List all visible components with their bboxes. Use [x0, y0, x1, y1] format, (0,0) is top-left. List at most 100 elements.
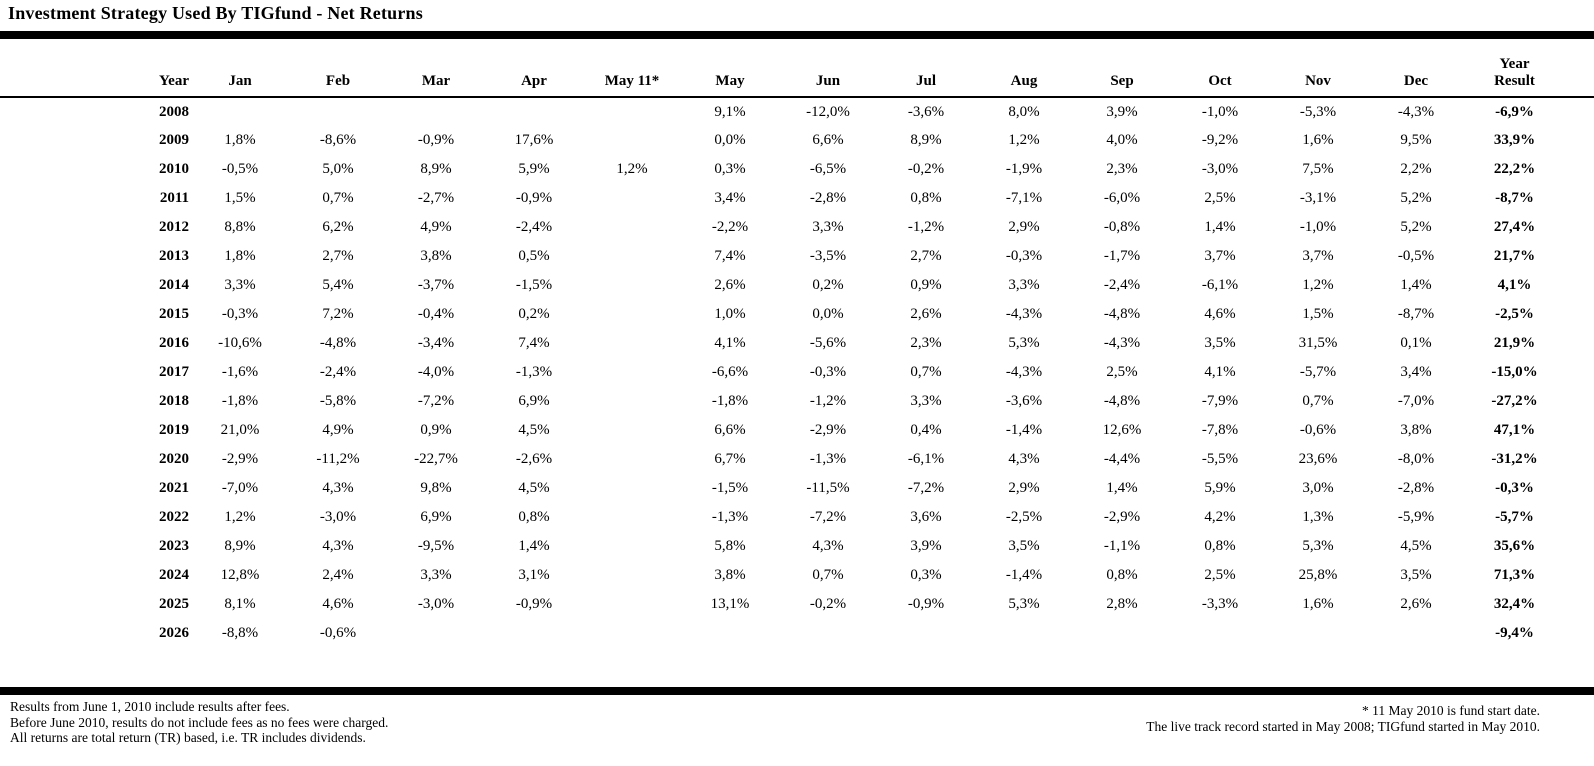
- value-cell: 1,2%: [616, 161, 648, 177]
- value-cell: -0,5%: [221, 161, 259, 177]
- value-cell: [485, 97, 583, 126]
- value-cell: -8,6%: [319, 132, 357, 148]
- result-cell: 32,4%: [1493, 596, 1536, 612]
- value-cell: [583, 126, 681, 155]
- result-cell: -5,7%: [1495, 509, 1534, 525]
- column-header-month: May: [715, 73, 745, 89]
- value-cell: 6,9%: [420, 509, 452, 525]
- value-cell: -9,2%: [1201, 132, 1239, 148]
- value-cell: -6,6%: [711, 364, 749, 380]
- value-cell: -2,4%: [1103, 277, 1141, 293]
- value-cell: 4,0%: [1106, 132, 1138, 148]
- row-spacer: [0, 271, 113, 300]
- value-cell: [289, 97, 387, 126]
- table-row: 2011 1,5% 0,7% -2,7% -0,9% 3,4% -2,8% 0,8% -7,1%…: [0, 184, 1594, 213]
- row-spacer: [0, 97, 113, 126]
- value-cell: [583, 358, 681, 387]
- value-cell: 3,5%: [1204, 335, 1236, 351]
- value-cell: 2,6%: [910, 306, 942, 322]
- value-cell: 1,2%: [1302, 277, 1334, 293]
- value-cell: 4,6%: [322, 596, 354, 612]
- value-cell: 4,9%: [322, 422, 354, 438]
- year-cell: 2021: [159, 480, 189, 496]
- value-cell: -8,0%: [1397, 451, 1435, 467]
- year-cell: 2016: [159, 335, 189, 351]
- value-cell: 3,4%: [714, 190, 746, 206]
- value-cell: -1,3%: [711, 509, 749, 525]
- value-cell: [387, 619, 485, 648]
- table-row: 2019 21,0% 4,9% 0,9% 4,5% 6,6% -2,9% 0,4% -1,4% 1…: [0, 416, 1594, 445]
- value-cell: -1,3%: [809, 451, 847, 467]
- row-spacer: [0, 300, 113, 329]
- year-cell: 2026: [159, 625, 189, 641]
- year-cell: 2012: [159, 219, 189, 235]
- value-cell: [583, 242, 681, 271]
- value-cell: -3,5%: [809, 248, 847, 264]
- year-result-header-line1: Year: [1499, 56, 1530, 72]
- value-cell: -0,3%: [809, 364, 847, 380]
- column-header-month: Mar: [421, 73, 451, 89]
- value-cell: 3,3%: [1008, 277, 1040, 293]
- value-cell: 3,9%: [1106, 103, 1138, 120]
- value-cell: -1,9%: [1005, 161, 1043, 177]
- value-cell: 3,0%: [1302, 480, 1334, 496]
- footnote-fees-after: Results from June 1, 2010 include result…: [10, 699, 290, 714]
- value-cell: 4,3%: [812, 538, 844, 554]
- value-cell: 2,8%: [1106, 596, 1138, 612]
- value-cell: 0,2%: [518, 306, 550, 322]
- column-header-month: Dec: [1403, 73, 1429, 89]
- value-cell: 5,4%: [322, 277, 354, 293]
- value-cell: 3,8%: [1400, 422, 1432, 438]
- value-cell: -4,3%: [1005, 306, 1043, 322]
- value-cell: 3,5%: [1400, 567, 1432, 583]
- value-cell: -3,0%: [319, 509, 357, 525]
- value-cell: [975, 619, 1073, 648]
- value-cell: -0,9%: [907, 596, 945, 612]
- value-cell: -10,6%: [218, 335, 262, 351]
- value-cell: [1367, 619, 1465, 648]
- year-cell: 2018: [159, 393, 189, 409]
- value-cell: -1,8%: [711, 393, 749, 409]
- value-cell: -0,9%: [515, 190, 553, 206]
- value-cell: 8,0%: [1008, 103, 1040, 120]
- value-cell: 4,5%: [518, 480, 550, 496]
- value-cell: -4,3%: [1103, 335, 1141, 351]
- year-cell: 2017: [159, 364, 189, 380]
- value-cell: -1,2%: [907, 219, 945, 235]
- value-cell: -4,8%: [1103, 393, 1141, 409]
- value-cell: [583, 97, 681, 126]
- value-cell: -8,8%: [221, 625, 259, 641]
- value-cell: -7,2%: [417, 393, 455, 409]
- value-cell: [583, 561, 681, 590]
- result-cell: -0,3%: [1495, 480, 1534, 496]
- value-cell: 5,3%: [1008, 335, 1040, 351]
- value-cell: -2,9%: [221, 451, 259, 467]
- value-cell: -2,9%: [1103, 509, 1141, 525]
- result-cell: 71,3%: [1493, 567, 1536, 583]
- value-cell: -3,3%: [1201, 596, 1239, 612]
- value-cell: [583, 474, 681, 503]
- value-cell: -4,4%: [1103, 451, 1141, 467]
- value-cell: -7,2%: [809, 509, 847, 525]
- table-row: 2018 -1,8% -5,8% -7,2% 6,9% -1,8% -1,2% 3,3% -3,…: [0, 387, 1594, 416]
- table-row: 2020 -2,9% -11,2% -22,7% -2,6% 6,7% -1,3% -6,1%…: [0, 445, 1594, 474]
- value-cell: 7,4%: [714, 248, 746, 264]
- year-result-header-line2: Result: [1494, 73, 1535, 89]
- footnote-total-return: All returns are total return (TR) based,…: [10, 730, 366, 746]
- value-cell: -5,9%: [1397, 509, 1435, 525]
- column-header-month: Feb: [325, 73, 351, 89]
- value-cell: -5,5%: [1201, 451, 1239, 467]
- value-cell: -11,2%: [316, 451, 360, 467]
- footnotes-right: * 11 May 2010 is fund start date. The li…: [1146, 703, 1540, 734]
- value-cell: -5,6%: [809, 335, 847, 351]
- value-cell: [583, 271, 681, 300]
- header-spacer: [0, 56, 113, 97]
- value-cell: -1,0%: [1201, 103, 1239, 120]
- value-cell: 2,5%: [1106, 364, 1138, 380]
- table-row: 2021 -7,0% 4,3% 9,8% 4,5% -1,5% -11,5% -7,2% 2,9…: [0, 474, 1594, 503]
- table-row: 2017 -1,6% -2,4% -4,0% -1,3% -6,6% -0,3% 0,7% -4…: [0, 358, 1594, 387]
- value-cell: -22,7%: [414, 451, 458, 467]
- value-cell: 0,0%: [714, 132, 746, 148]
- value-cell: 0,7%: [910, 364, 942, 380]
- value-cell: -5,3%: [1299, 103, 1337, 120]
